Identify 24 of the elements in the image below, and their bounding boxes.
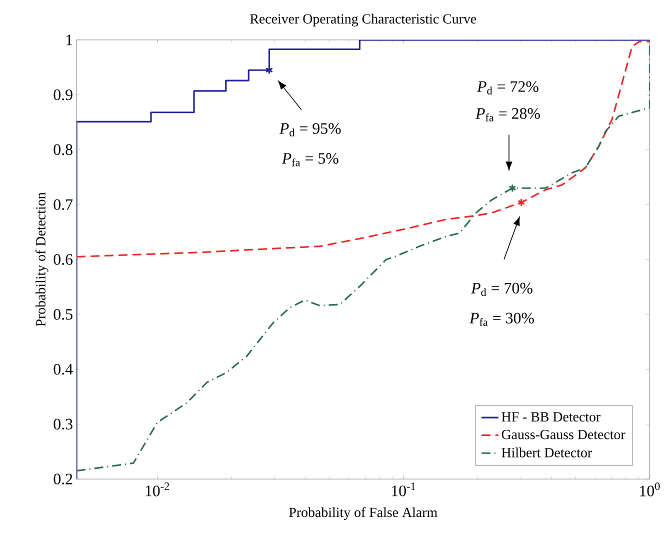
x-tick-label: 10$^{0}$	[640, 482, 660, 496]
annotation: P$_{fa}$ = 30%	[469, 312, 534, 326]
annotation: P$_{fa}$ = 5%	[282, 153, 338, 166]
legend-label: Hilbert Detector	[502, 448, 592, 458]
y-tick-label: 0.2	[54, 474, 72, 484]
annotation: P$_{fa}$ = 28%	[475, 108, 540, 122]
y-axis-title: Probability of Detection	[36, 192, 48, 326]
x-tick-label: 10$^{-2}$	[146, 482, 170, 496]
legend-label: HF - BB Detector	[502, 412, 600, 422]
y-tick-label: 0.9	[54, 89, 72, 100]
y-tick-label: 0.4	[54, 364, 73, 375]
x-axis-title: Probability of False Alarm	[289, 507, 438, 520]
y-tick-label: 0.8	[54, 144, 72, 156]
y-tick-label: 0.7	[54, 199, 73, 210]
legend-label: Gauss-Gauss Detector	[502, 430, 626, 440]
chart-title: Receiver Operating Characteristic Curve	[250, 14, 476, 27]
y-tick-label: 0.6	[54, 254, 73, 265]
annotation: P$_{d}$ = 95%	[279, 123, 341, 136]
y-tick-label: 1	[66, 34, 72, 46]
annotation: P$_{d}$ = 72%	[476, 81, 538, 94]
x-tick-label: 10$^{-1}$	[392, 482, 416, 496]
y-tick-label: 0.3	[54, 418, 72, 430]
y-tick-label: 0.5	[54, 309, 72, 320]
annotation: P$_{d}$ = 70%	[470, 282, 532, 296]
